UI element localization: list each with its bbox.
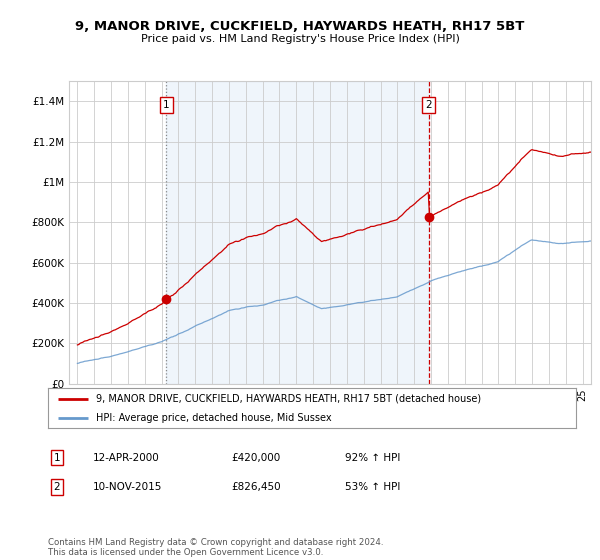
Text: 92% ↑ HPI: 92% ↑ HPI [345,452,400,463]
Bar [166,81,428,384]
Text: 1: 1 [163,100,170,110]
Text: 53% ↑ HPI: 53% ↑ HPI [345,482,400,492]
Text: 9, MANOR DRIVE, CUCKFIELD, HAYWARDS HEATH, RH17 5BT (detached house): 9, MANOR DRIVE, CUCKFIELD, HAYWARDS HEAT… [95,394,481,404]
Text: 1: 1 [53,452,61,463]
Text: £826,450: £826,450 [231,482,281,492]
Text: 10-NOV-2015: 10-NOV-2015 [93,482,163,492]
Text: 2: 2 [53,482,61,492]
Text: 2: 2 [425,100,432,110]
Text: £420,000: £420,000 [231,452,280,463]
Text: 9, MANOR DRIVE, CUCKFIELD, HAYWARDS HEATH, RH17 5BT: 9, MANOR DRIVE, CUCKFIELD, HAYWARDS HEAT… [76,20,524,32]
Text: 12-APR-2000: 12-APR-2000 [93,452,160,463]
Text: Price paid vs. HM Land Registry's House Price Index (HPI): Price paid vs. HM Land Registry's House … [140,34,460,44]
Text: Contains HM Land Registry data © Crown copyright and database right 2024.
This d: Contains HM Land Registry data © Crown c… [48,538,383,557]
Text: HPI: Average price, detached house, Mid Sussex: HPI: Average price, detached house, Mid … [95,413,331,422]
